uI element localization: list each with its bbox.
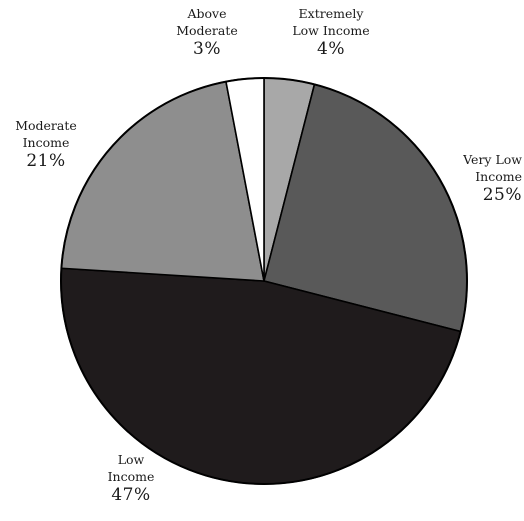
label-above-moderate: Above Moderate 3% <box>166 6 248 59</box>
label-above-moderate-percent: 3% <box>193 38 221 59</box>
label-low-income-line2: Income <box>107 468 155 484</box>
label-above-moderate-line2: Moderate <box>176 22 238 38</box>
label-very-low-income-line1: Very Low <box>463 152 522 167</box>
label-extremely-low-income-line1: Extremely <box>298 6 364 21</box>
label-low-income-line1: Low <box>117 452 145 467</box>
label-above-moderate-line1: Above <box>187 6 227 21</box>
label-extremely-low-income-percent: 4% <box>317 38 345 59</box>
pie-outline <box>60 77 468 485</box>
label-extremely-low-income-line2: Low Income <box>292 22 370 38</box>
pie-slices <box>60 77 468 485</box>
label-very-low-income: Very Low Income 25% <box>430 152 522 205</box>
label-moderate-income: Moderate Income 21% <box>4 118 88 171</box>
label-moderate-income-line2: Income <box>22 134 70 150</box>
label-low-income: Low Income 47% <box>96 452 166 505</box>
label-very-low-income-percent: 25% <box>482 184 522 205</box>
label-moderate-income-percent: 21% <box>26 150 66 171</box>
label-very-low-income-line2: Income <box>475 168 522 184</box>
label-extremely-low-income: Extremely Low Income 4% <box>286 6 376 59</box>
label-low-income-percent: 47% <box>111 484 151 505</box>
label-moderate-income-line1: Moderate <box>15 118 77 133</box>
